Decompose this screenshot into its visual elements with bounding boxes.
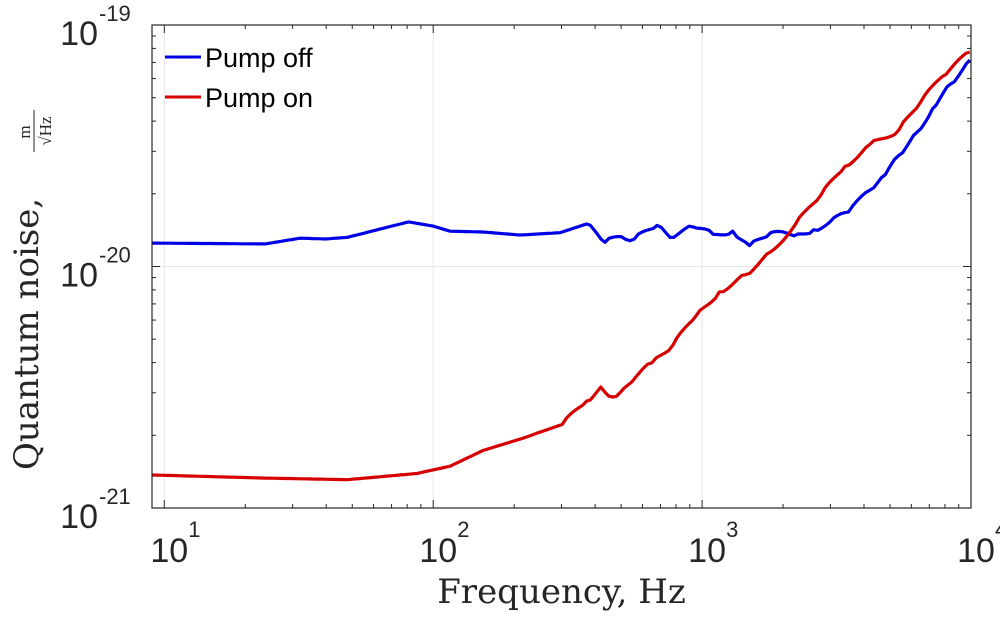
x-tick-exponent: 2 [457, 517, 469, 542]
legend-item: Pump on [165, 83, 313, 113]
x-tick-base: 10 [957, 532, 995, 570]
y-axis-label-text: Quantum noise, [7, 198, 47, 470]
y-axis-unit-denominator: √Hz [36, 116, 55, 146]
legend-label: Pump on [205, 83, 313, 113]
x-tick-base: 10 [419, 532, 457, 570]
legend-label: Pump off [205, 43, 313, 73]
x-axis-label: Frequency, Hz [437, 572, 686, 612]
legend-item: Pump off [165, 43, 313, 73]
y-tick-exponent: -21 [99, 484, 131, 509]
y-axis-label: Quantum noise, m √Hz [7, 110, 55, 470]
y-axis-unit-numerator: m [15, 125, 34, 138]
series-line-pump-off [152, 58, 971, 248]
series-line-pump-on [151, 50, 971, 482]
y-tick-base: 10 [60, 257, 98, 295]
x-tick-base: 10 [150, 532, 188, 570]
y-tick-base: 10 [60, 15, 98, 53]
series-layer [151, 50, 971, 482]
y-tick-exponent: -20 [99, 243, 131, 268]
y-tick-label: 10-20 [60, 243, 131, 295]
y-tick-base: 10 [60, 498, 98, 536]
x-tick-exponent: 3 [726, 517, 738, 542]
legend: Pump off Pump on [165, 43, 313, 113]
x-tick-label: 103 [688, 517, 738, 570]
x-tick-label: 104 [957, 517, 1000, 570]
x-tick-base: 10 [688, 532, 726, 570]
x-tick-label: 102 [419, 517, 469, 570]
x-tick-exponent: 1 [188, 517, 200, 542]
x-tick-label: 101 [150, 517, 200, 570]
y-tick-exponent: -19 [99, 1, 131, 26]
y-tick-label: 10-21 [60, 484, 131, 536]
axis-ticks [151, 24, 972, 509]
y-tick-label: 10-19 [60, 1, 131, 53]
x-tick-exponent: 4 [995, 517, 1000, 542]
